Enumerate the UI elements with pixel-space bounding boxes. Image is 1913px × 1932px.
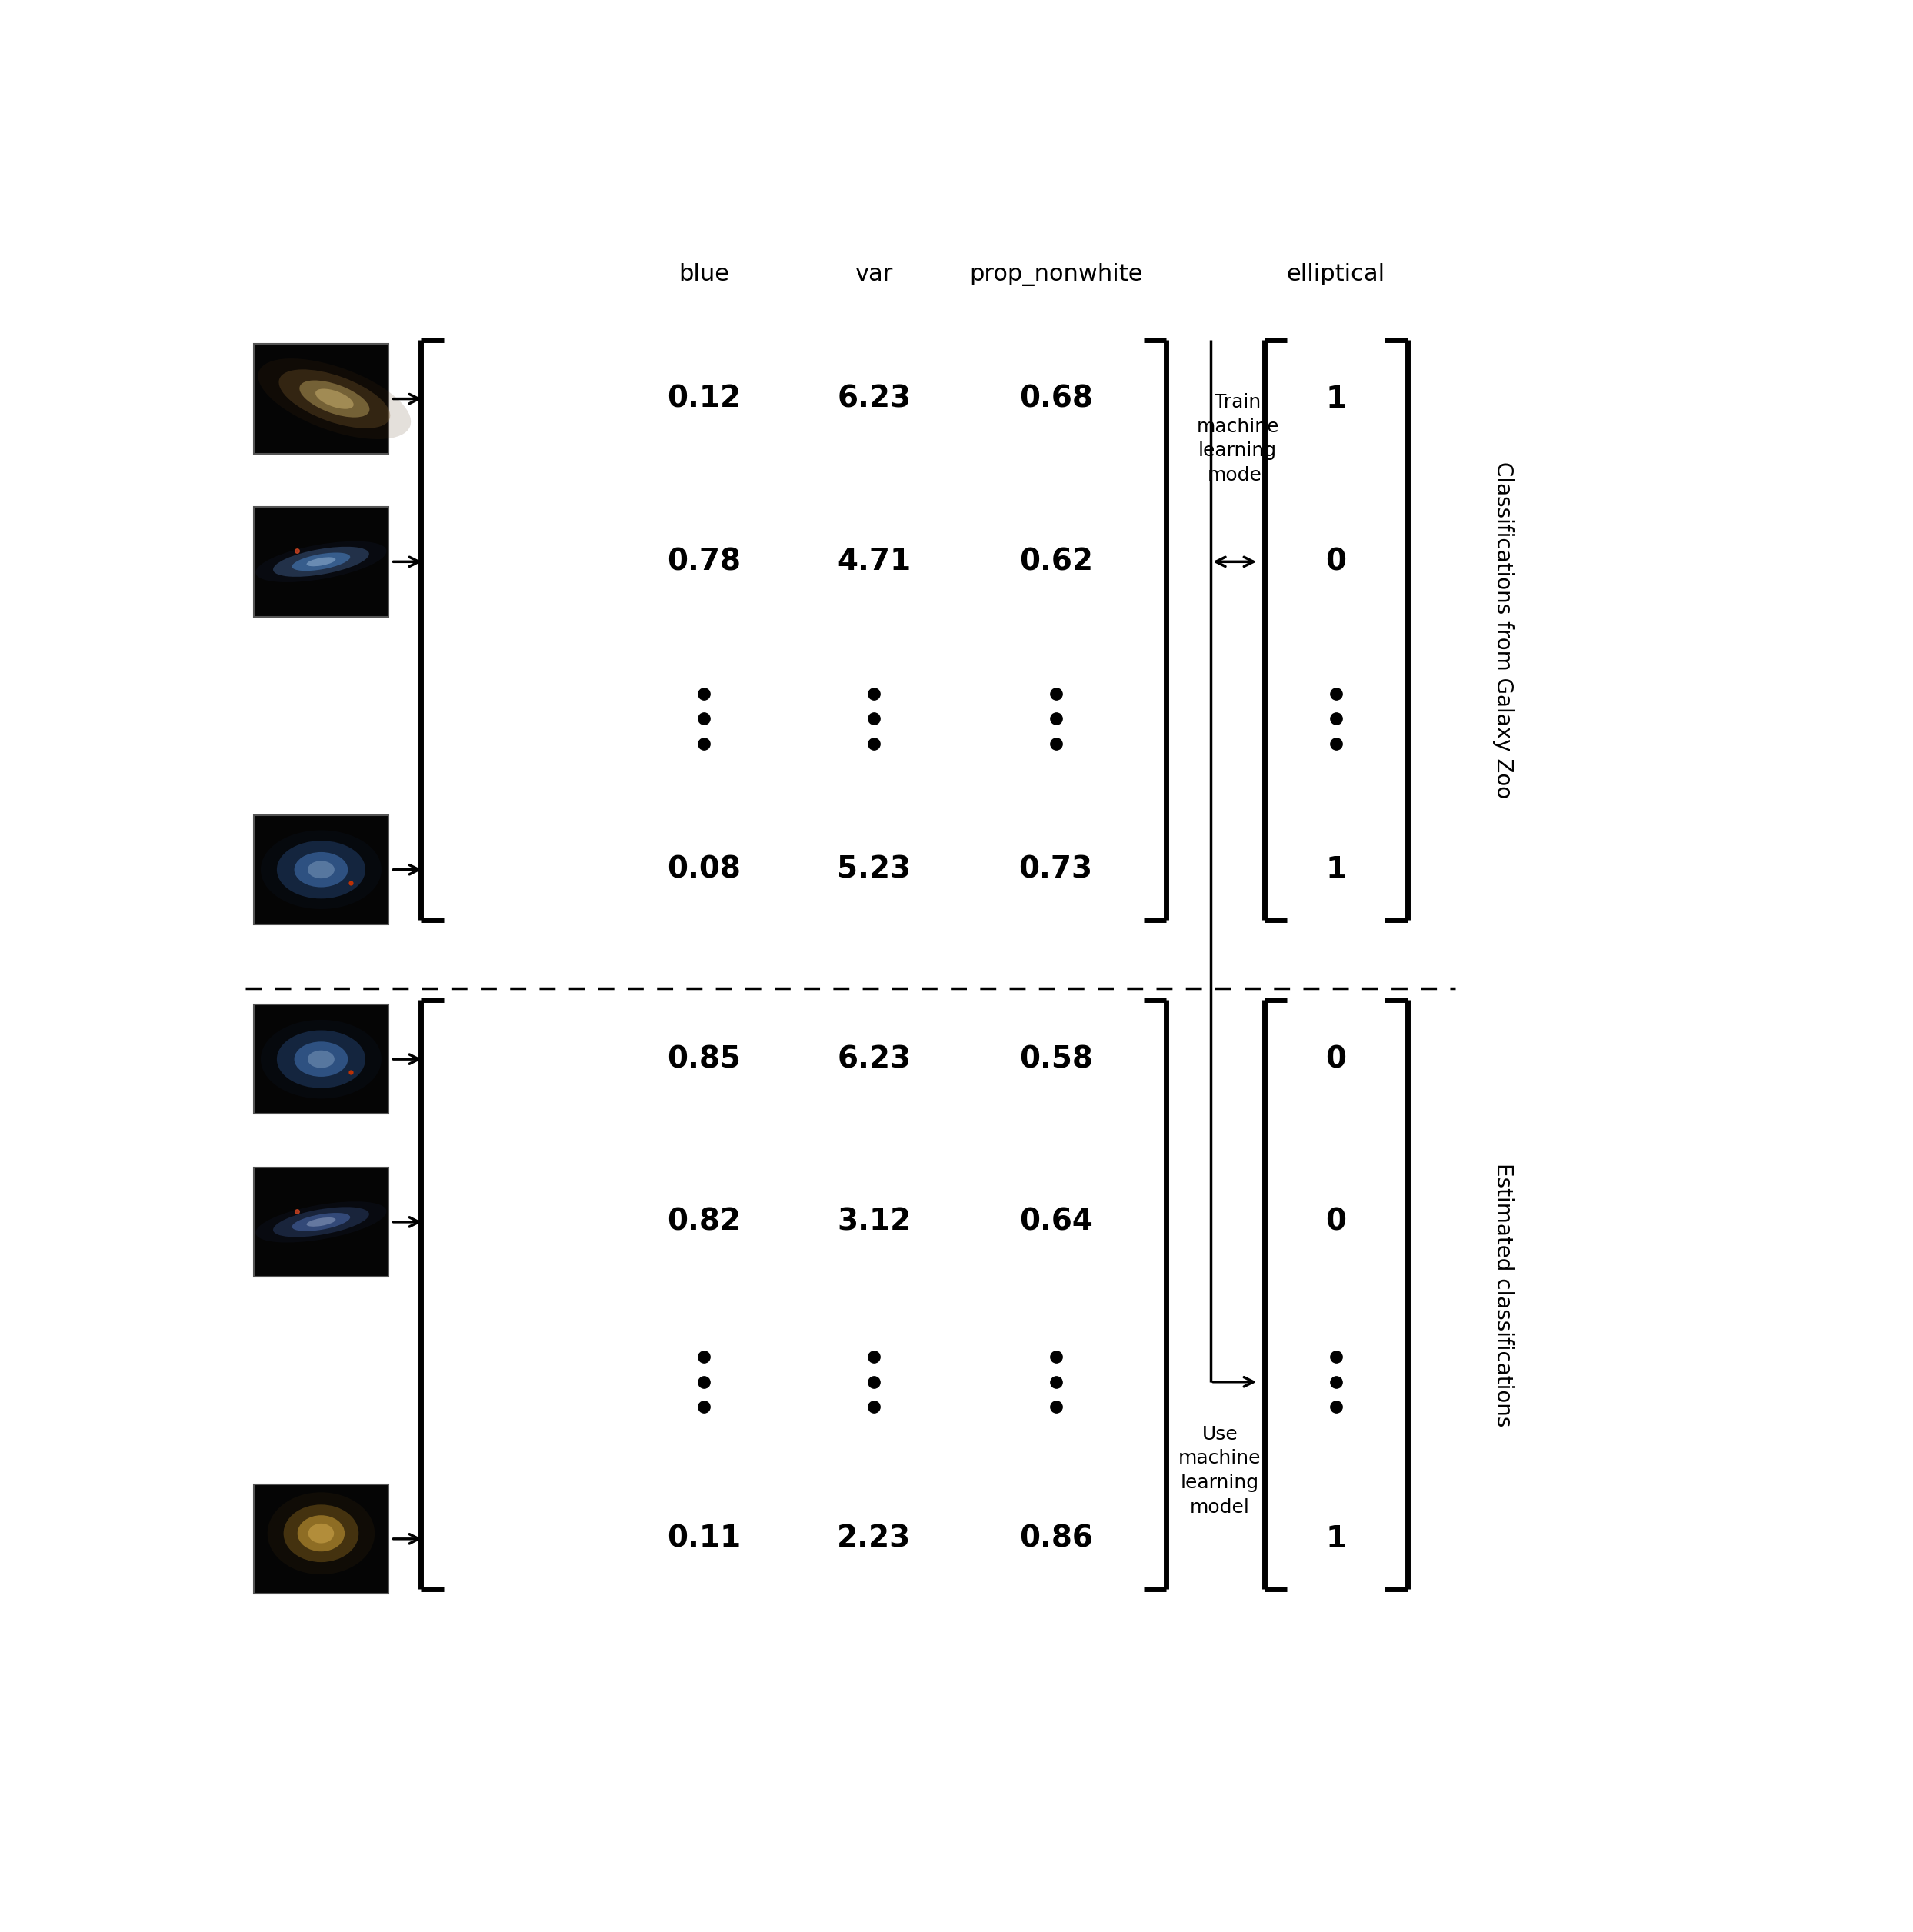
Text: 1: 1 [1326, 384, 1347, 413]
Text: 4.71: 4.71 [838, 547, 911, 576]
Ellipse shape [306, 1217, 335, 1227]
Text: 3.12: 3.12 [838, 1208, 911, 1236]
Ellipse shape [277, 840, 365, 898]
Text: 0.85: 0.85 [668, 1045, 740, 1074]
Text: elliptical: elliptical [1287, 263, 1385, 286]
Text: 0.08: 0.08 [668, 856, 740, 885]
Text: 0: 0 [1326, 547, 1347, 576]
Ellipse shape [298, 1515, 344, 1551]
Ellipse shape [256, 541, 386, 582]
Text: 0.78: 0.78 [668, 547, 740, 576]
Text: Classifications from Galaxy Zoo: Classifications from Galaxy Zoo [1492, 462, 1513, 798]
Ellipse shape [274, 547, 369, 578]
Ellipse shape [260, 1020, 381, 1099]
Bar [254, 815, 388, 923]
Text: 6.23: 6.23 [838, 1045, 911, 1074]
Text: 0.11: 0.11 [668, 1524, 740, 1553]
Bar [254, 1484, 388, 1594]
Text: 0: 0 [1326, 1208, 1347, 1236]
Ellipse shape [308, 862, 335, 879]
Ellipse shape [308, 1051, 335, 1068]
Text: 0.73: 0.73 [1020, 856, 1092, 885]
Bar [254, 344, 388, 454]
Ellipse shape [283, 1505, 358, 1563]
Ellipse shape [308, 1524, 335, 1544]
Ellipse shape [256, 1202, 386, 1242]
Text: 5.23: 5.23 [838, 856, 911, 885]
Ellipse shape [295, 1041, 348, 1076]
Text: 0.86: 0.86 [1020, 1524, 1092, 1553]
Text: 0.82: 0.82 [668, 1208, 740, 1236]
Ellipse shape [268, 1492, 375, 1575]
Text: var: var [855, 263, 893, 286]
Ellipse shape [258, 359, 411, 439]
Text: 0.68: 0.68 [1020, 384, 1092, 413]
Text: 1: 1 [1326, 1524, 1347, 1553]
Text: 0.12: 0.12 [668, 384, 740, 413]
Ellipse shape [279, 369, 390, 429]
Text: 0.58: 0.58 [1020, 1045, 1092, 1074]
Ellipse shape [316, 388, 354, 410]
Text: 2.23: 2.23 [838, 1524, 911, 1553]
Text: Use
machine
learning
model: Use machine learning model [1178, 1426, 1261, 1517]
Ellipse shape [295, 852, 348, 887]
Ellipse shape [300, 381, 369, 417]
Ellipse shape [306, 556, 335, 566]
Text: 1: 1 [1326, 856, 1347, 885]
Text: 0: 0 [1326, 1045, 1347, 1074]
Ellipse shape [293, 1213, 350, 1231]
Text: 0.62: 0.62 [1020, 547, 1092, 576]
Text: Train
machine
learning
model: Train machine learning model [1196, 392, 1280, 485]
Ellipse shape [274, 1208, 369, 1236]
Ellipse shape [293, 553, 350, 570]
Text: Estimated classifications: Estimated classifications [1492, 1163, 1513, 1426]
Bar [254, 1167, 388, 1277]
Text: 0.64: 0.64 [1020, 1208, 1092, 1236]
Text: 6.23: 6.23 [838, 384, 911, 413]
Text: blue: blue [679, 263, 729, 286]
Bar [254, 1005, 388, 1115]
Ellipse shape [260, 831, 381, 910]
Bar [254, 506, 388, 616]
Ellipse shape [277, 1030, 365, 1088]
Text: prop_nonwhite: prop_nonwhite [970, 263, 1142, 286]
